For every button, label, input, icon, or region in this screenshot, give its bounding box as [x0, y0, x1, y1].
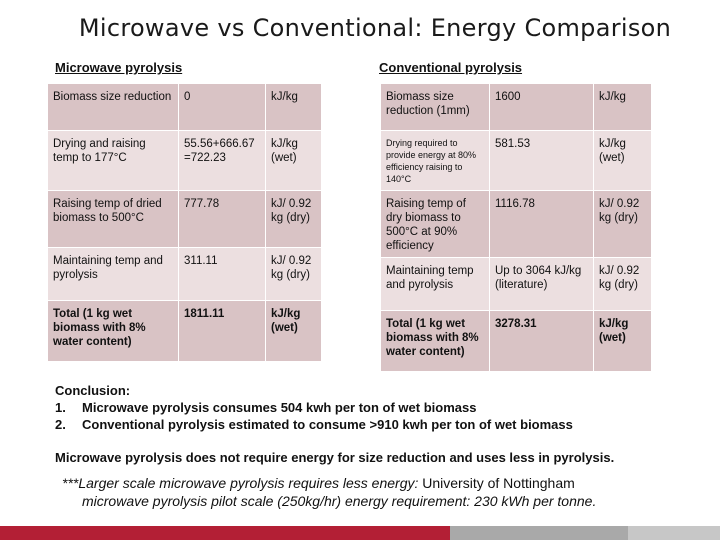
footnote-italic: ***Larger scale microwave pyrolysis requ… [62, 475, 423, 491]
cell-label: Raising temp of dry biomass to 500°C at … [381, 191, 489, 257]
table-row: Total (1 kg wet biomass with 8% water co… [48, 301, 321, 361]
cell-value: 3278.31 [490, 311, 593, 371]
footer-gray-segment [450, 526, 628, 540]
footnote: ***Larger scale microwave pyrolysis requ… [62, 474, 712, 510]
footnote-source: University of Nottingham [422, 475, 575, 491]
table-row: Biomass size reduction 0 kJ/kg [48, 84, 321, 130]
conventional-heading: Conventional pyrolysis [379, 60, 523, 75]
footer-bar [0, 526, 720, 540]
cell-unit: kJ/ 0.92 kg (dry) [266, 248, 321, 300]
list-item: 2. Conventional pyrolysis estimated to c… [55, 416, 573, 433]
cell-label: Total (1 kg wet biomass with 8% water co… [48, 301, 178, 361]
cell-unit: kJ/kg (wet) [266, 301, 321, 361]
table-row: Maintaining temp and pyrolysis Up to 306… [381, 258, 651, 310]
slide-title: Microwave vs Conventional: Energy Compar… [78, 14, 672, 42]
cell-value: 311.11 [179, 248, 265, 300]
cell-value: 55.56+666.67 =722.23 [179, 131, 265, 190]
table-row: Drying and raising temp to 177°C 55.56+6… [48, 131, 321, 190]
list-text: Conventional pyrolysis estimated to cons… [82, 417, 573, 432]
microwave-table: Biomass size reduction 0 kJ/kg Drying an… [47, 83, 322, 362]
summary-statement: Microwave pyrolysis does not require ene… [55, 450, 615, 465]
table-row: Biomass size reduction (1mm) 1600 kJ/kg [381, 84, 651, 130]
cell-value: 1600 [490, 84, 593, 130]
cell-label: Biomass size reduction [48, 84, 178, 130]
list-number: 2. [55, 417, 66, 432]
cell-unit: kJ/ 0.92 kg (dry) [594, 258, 651, 310]
list-text: Microwave pyrolysis consumes 504 kwh per… [82, 400, 477, 415]
cell-value: 581.53 [490, 131, 593, 190]
cell-unit: kJ/ 0.92 kg (dry) [266, 191, 321, 247]
cell-value: Up to 3064 kJ/kg (literature) [490, 258, 593, 310]
cell-label: Drying required to provide energy at 80%… [381, 131, 489, 190]
table-row: Maintaining temp and pyrolysis 311.11 kJ… [48, 248, 321, 300]
footer-red-segment [0, 526, 450, 540]
cell-unit: kJ/kg [266, 84, 321, 130]
footer-light-segment [628, 526, 720, 540]
table-row: Raising temp of dried biomass to 500°C 7… [48, 191, 321, 247]
conventional-table: Biomass size reduction (1mm) 1600 kJ/kg … [380, 83, 652, 372]
cell-label: Drying and raising temp to 177°C [48, 131, 178, 190]
table-row: Total (1 kg wet biomass with 8% water co… [381, 311, 651, 371]
cell-unit: kJ/kg (wet) [266, 131, 321, 190]
footnote-line-2: microwave pyrolysis pilot scale (250kg/h… [82, 493, 597, 509]
cell-value: 0 [179, 84, 265, 130]
cell-label: Biomass size reduction (1mm) [381, 84, 489, 130]
microwave-heading: Microwave pyrolysis [55, 60, 183, 75]
conclusion-heading: Conclusion: [55, 383, 131, 398]
list-item: 1. Microwave pyrolysis consumes 504 kwh … [55, 399, 573, 416]
cell-unit: kJ/kg (wet) [594, 311, 651, 371]
cell-unit: kJ/kg (wet) [594, 131, 651, 190]
cell-unit: kJ/kg [594, 84, 651, 130]
cell-value: 777.78 [179, 191, 265, 247]
cell-value: 1811.11 [179, 301, 265, 361]
cell-label: Maintaining temp and pyrolysis [381, 258, 489, 310]
table-row: Drying required to provide energy at 80%… [381, 131, 651, 190]
cell-value: 1116.78 [490, 191, 593, 257]
cell-label: Raising temp of dried biomass to 500°C [48, 191, 178, 247]
cell-unit: kJ/ 0.92 kg (dry) [594, 191, 651, 257]
cell-label: Total (1 kg wet biomass with 8% water co… [381, 311, 489, 371]
conclusion-block: Conclusion: 1. Microwave pyrolysis consu… [55, 382, 573, 433]
cell-label: Maintaining temp and pyrolysis [48, 248, 178, 300]
list-number: 1. [55, 400, 66, 415]
table-row: Raising temp of dry biomass to 500°C at … [381, 191, 651, 257]
